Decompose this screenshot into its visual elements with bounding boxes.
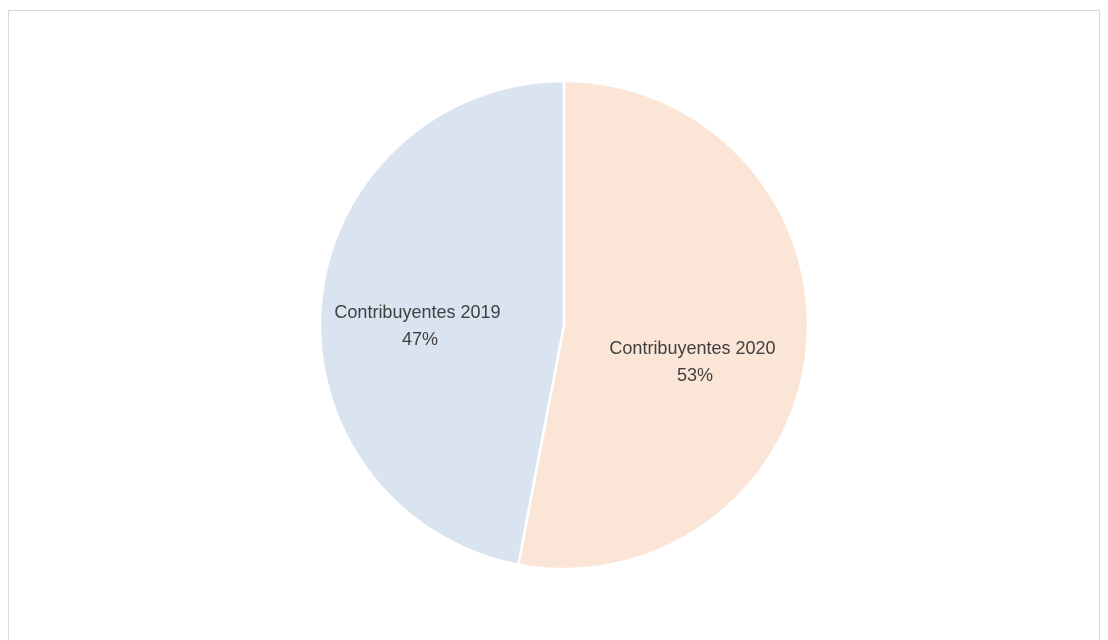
- slice-label-2019: Contribuyentes 2019 47%: [334, 302, 505, 349]
- pie-slices: [318, 79, 810, 571]
- pie-labels: Contribuyentes 2020 53% Contribuyentes 2…: [334, 302, 780, 385]
- slice-name-2020: Contribuyentes 2020: [609, 338, 775, 358]
- slice-2019: [318, 79, 566, 567]
- slice-2020: [516, 79, 810, 571]
- slice-percent-2020: 53%: [677, 365, 713, 385]
- slice-name-2019: Contribuyentes 2019: [334, 302, 500, 322]
- slice-label-2020: Contribuyentes 2020 53%: [609, 338, 780, 385]
- slice-percent-2019: 47%: [402, 329, 438, 349]
